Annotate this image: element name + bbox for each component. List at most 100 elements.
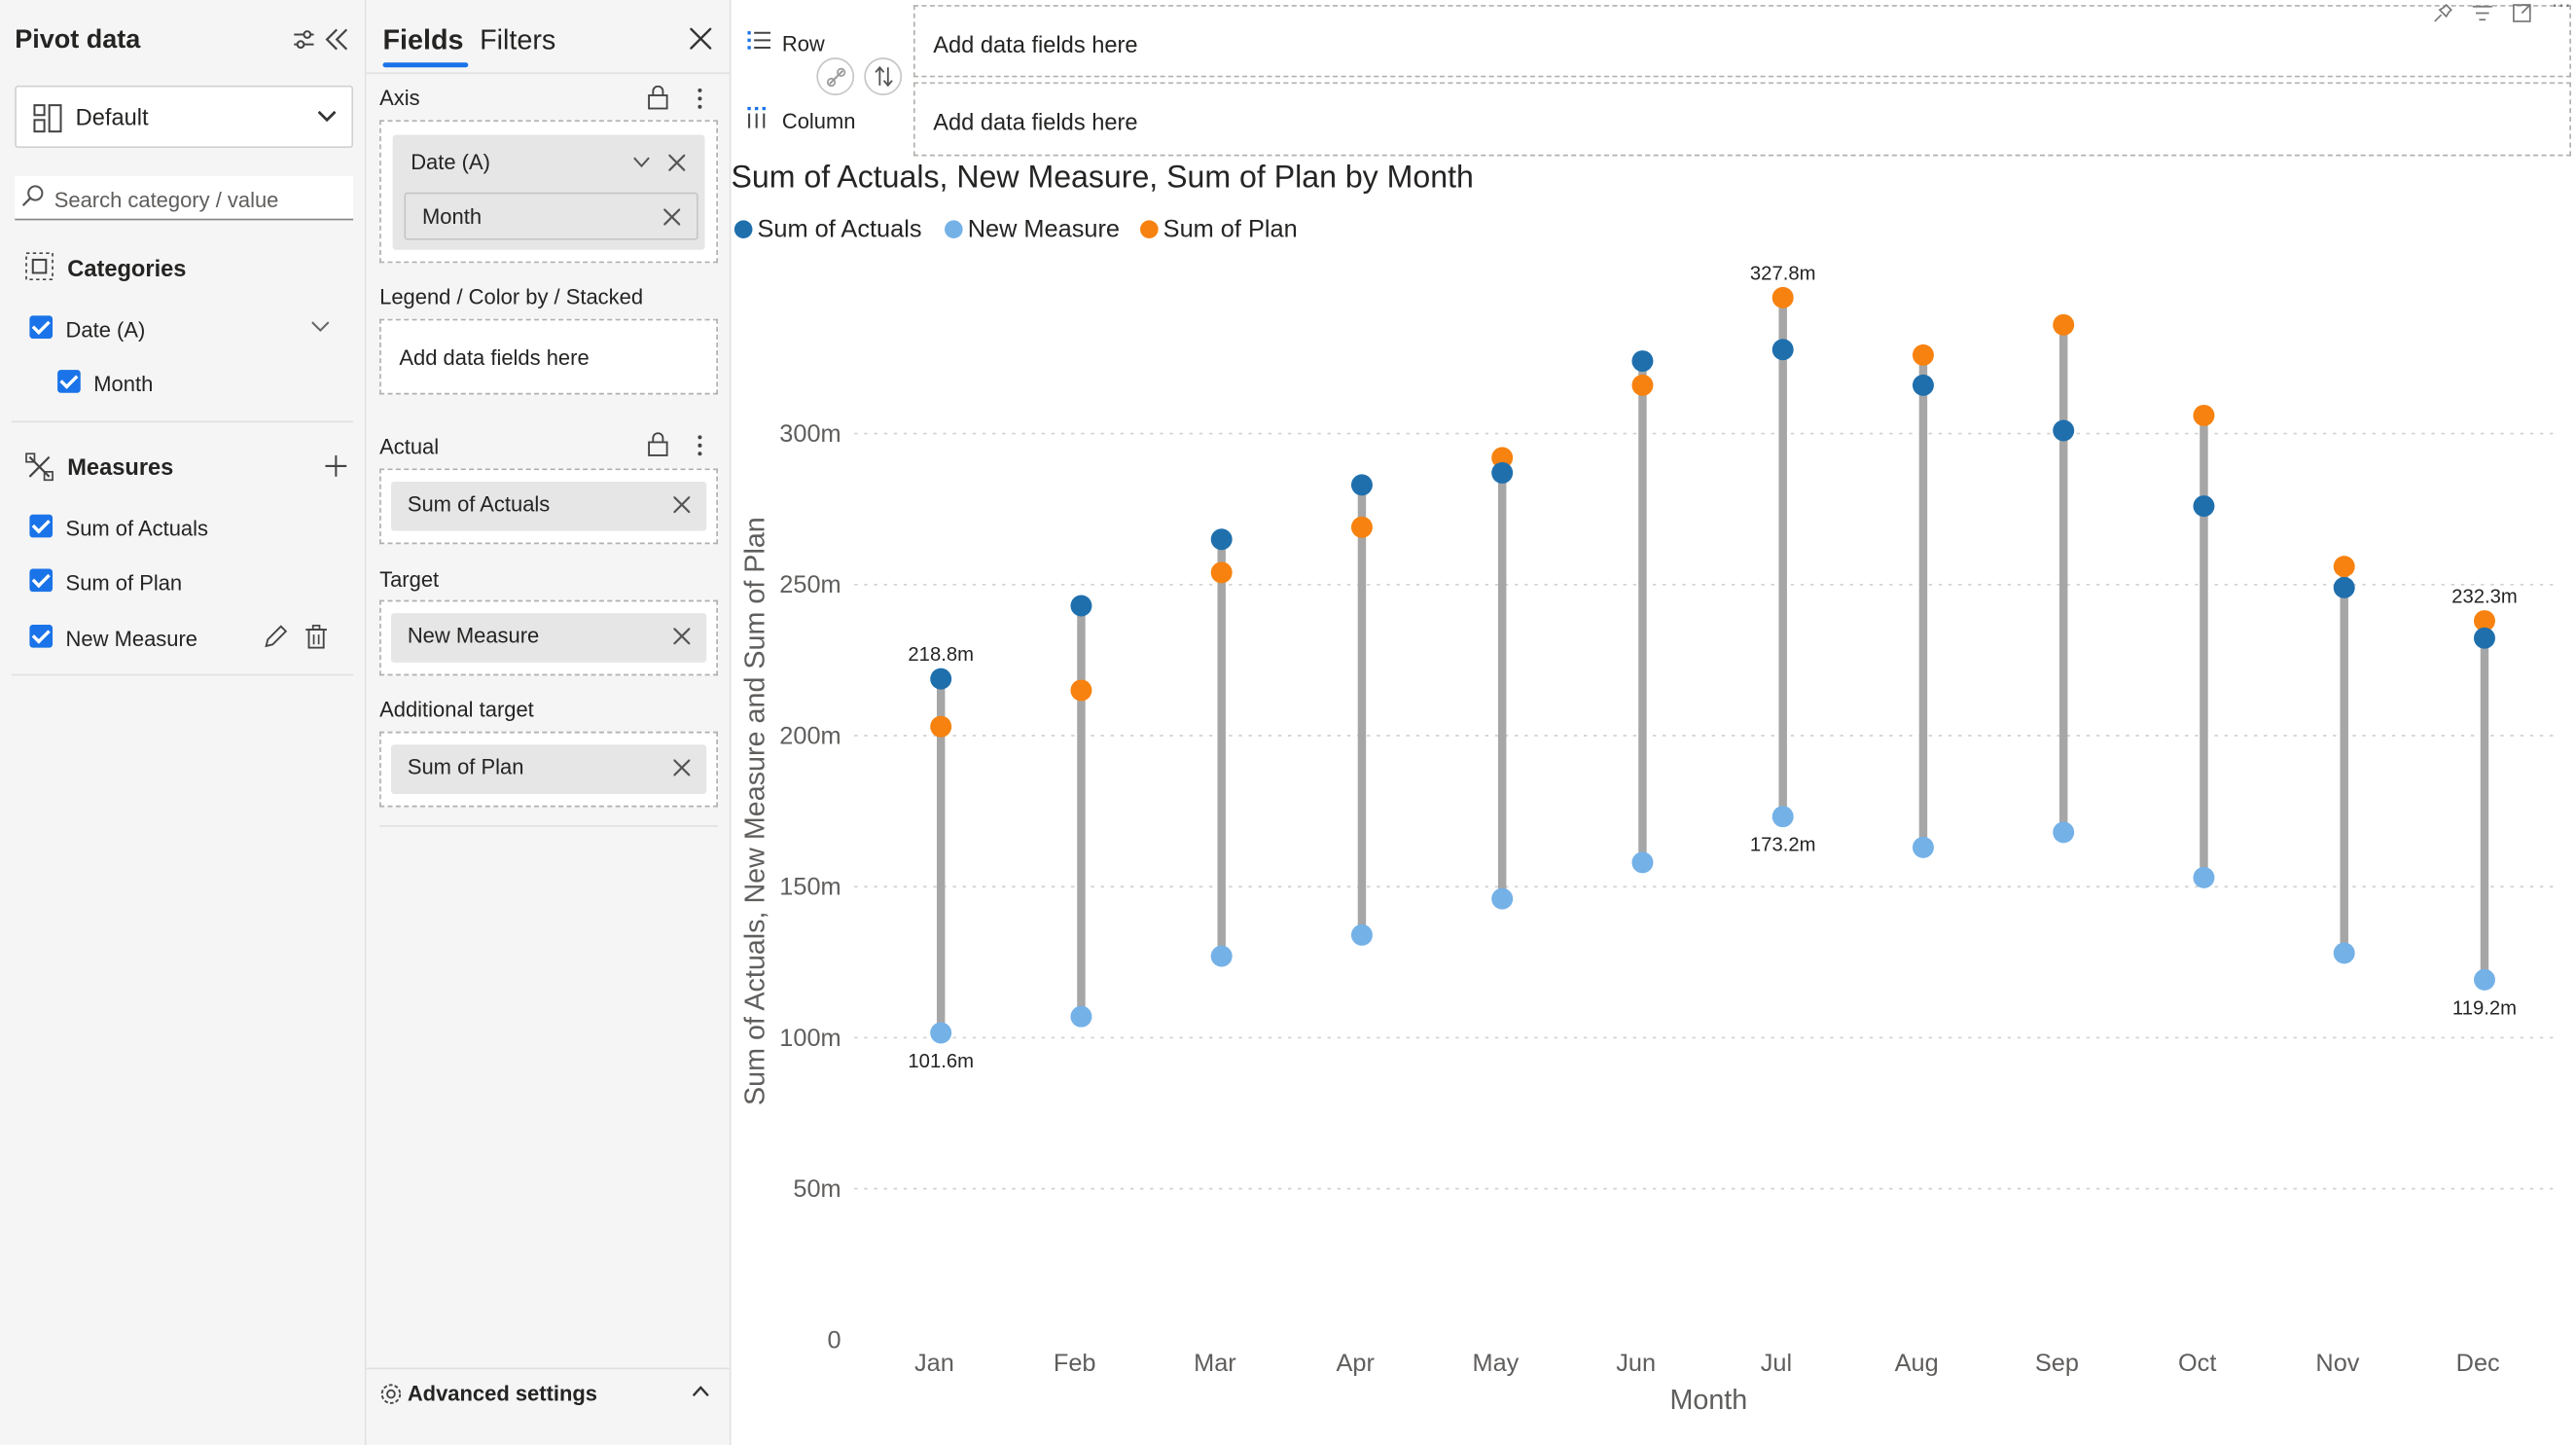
target-pill[interactable]: New Measure — [390, 613, 707, 663]
data-label: 218.8m — [908, 644, 974, 666]
remove-icon[interactable] — [663, 208, 681, 226]
target-well[interactable]: New Measure — [379, 599, 719, 676]
layout-select[interactable]: Default — [15, 85, 354, 149]
divider — [366, 72, 730, 75]
legend-label: Legend / Color by / Stacked — [379, 284, 644, 309]
remove-icon[interactable] — [673, 496, 691, 514]
fields-pane: Fields Filters Axis Date (A) Month Legen… — [366, 0, 732, 1445]
filter-icon[interactable] — [2472, 5, 2492, 21]
lock-icon[interactable] — [647, 85, 668, 110]
point-new-measure — [1210, 945, 1233, 967]
edit-pencil-icon[interactable] — [263, 625, 288, 649]
column-placeholder: Add data fields here — [933, 108, 1138, 135]
more-icon[interactable]: ⋯ — [2551, 0, 2571, 17]
search-placeholder: Search category / value — [54, 187, 279, 212]
chart-title: Sum of Actuals, New Measure, Sum of Plan… — [731, 161, 1474, 197]
point-new-measure — [1070, 1005, 1092, 1028]
remove-icon[interactable] — [673, 628, 691, 645]
additional-target-well[interactable]: Sum of Plan — [379, 731, 719, 808]
point-sum-of-plan — [1210, 561, 1233, 584]
point-new-measure — [1771, 806, 1794, 828]
axis-subpill[interactable]: Month — [404, 192, 698, 240]
point-new-measure — [1912, 836, 1934, 858]
remove-icon[interactable] — [673, 759, 691, 777]
legend-dot-new-measure — [945, 220, 963, 238]
measure-checkbox-actuals[interactable] — [29, 514, 54, 538]
divider — [366, 1367, 730, 1370]
tab-filters[interactable]: Filters — [480, 24, 556, 56]
remove-icon[interactable] — [668, 154, 686, 171]
x-tick-label: Nov — [2315, 1350, 2359, 1377]
y-tick-label: 250m — [779, 571, 841, 598]
legend-dot-actuals — [733, 220, 753, 238]
tab-fields[interactable]: Fields — [382, 24, 464, 56]
x-tick-label: Dec — [2456, 1350, 2500, 1377]
additional-target-pill-label: Sum of Plan — [407, 754, 524, 779]
link-toggle-button[interactable] — [816, 57, 855, 95]
actual-pill[interactable]: Sum of Actuals — [390, 481, 707, 531]
target-pill-label: New Measure — [407, 623, 540, 648]
chevron-down-icon[interactable] — [632, 156, 651, 168]
gear-icon — [380, 1384, 402, 1404]
column-grid-icon — [747, 106, 766, 128]
expand-icon[interactable] — [2512, 3, 2531, 22]
chevron-down-icon — [317, 110, 337, 123]
pin-icon[interactable] — [2433, 3, 2452, 22]
category-checkbox-month[interactable] — [57, 370, 81, 393]
divider — [11, 673, 354, 676]
category-checkbox-date[interactable] — [29, 315, 54, 340]
lock-icon[interactable] — [647, 432, 668, 456]
data-label: 119.2m — [2452, 997, 2517, 1019]
more-options-icon[interactable] — [697, 88, 703, 111]
add-measure-icon[interactable] — [325, 454, 347, 477]
advanced-settings-toggle[interactable]: Advanced settings — [407, 1381, 598, 1406]
close-icon[interactable] — [690, 27, 712, 50]
search-icon — [21, 185, 44, 206]
data-label: 101.6m — [908, 1051, 974, 1072]
delete-trash-icon[interactable] — [305, 624, 328, 649]
additional-target-pill[interactable]: Sum of Plan — [390, 744, 707, 794]
point-sum-of-actuals — [1210, 528, 1233, 551]
y-tick-label: 150m — [779, 874, 841, 901]
swap-axes-button[interactable] — [864, 57, 903, 95]
chevron-up-icon[interactable] — [692, 1386, 710, 1397]
legend-well[interactable]: Add data fields here — [379, 318, 719, 395]
measure-label-actuals: Sum of Actuals — [65, 516, 209, 541]
collapse-double-chevron-icon[interactable] — [325, 28, 348, 52]
point-new-measure — [1350, 923, 1373, 946]
measure-checkbox-plan[interactable] — [29, 568, 54, 593]
data-label: 173.2m — [1750, 835, 1816, 856]
point-sum-of-actuals — [2473, 627, 2495, 649]
settings-sliders-icon[interactable] — [293, 28, 316, 52]
measure-checkbox-new-measure[interactable] — [29, 624, 54, 648]
point-sum-of-plan — [2333, 556, 2355, 578]
actual-well[interactable]: Sum of Actuals — [379, 468, 719, 545]
legend-label-actuals: Sum of Actuals — [757, 215, 922, 244]
measures-icon — [25, 452, 54, 482]
x-tick-label: Jan — [914, 1350, 954, 1377]
point-sum-of-plan — [1912, 343, 1934, 366]
x-tick-label: Sep — [2035, 1350, 2079, 1377]
more-options-icon[interactable] — [697, 434, 703, 457]
search-input[interactable]: Search category / value — [15, 175, 354, 221]
category-label-date: Date (A) — [65, 317, 146, 343]
point-sum-of-actuals — [1912, 374, 1934, 396]
row-label: Row — [781, 31, 825, 56]
x-tick-label: Oct — [2178, 1350, 2216, 1377]
legend-label-new-measure: New Measure — [967, 215, 1120, 244]
column-drop-zone[interactable]: Add data fields here — [912, 82, 2571, 157]
row-drop-zone[interactable]: Add data fields here — [912, 5, 2571, 78]
chevron-down-icon[interactable] — [310, 320, 330, 334]
point-sum-of-actuals — [1491, 461, 1514, 484]
legend-placeholder: Add data fields here — [399, 344, 590, 371]
point-new-measure — [2333, 942, 2355, 964]
point-new-measure — [930, 1022, 952, 1044]
row-placeholder: Add data fields here — [933, 31, 1138, 58]
axis-well[interactable]: Date (A) Month — [379, 120, 719, 264]
lollipop-chart: 0 50m 100m 150m 200m 250m 300m Sum of Actuals, … — [739, 263, 2556, 1416]
x-tick-label: May — [1473, 1350, 1520, 1377]
point-new-measure — [1631, 851, 1654, 874]
measures-heading: Measures — [67, 453, 174, 481]
x-axis-title: Month — [1669, 1385, 1747, 1416]
link-icon — [826, 67, 846, 88]
